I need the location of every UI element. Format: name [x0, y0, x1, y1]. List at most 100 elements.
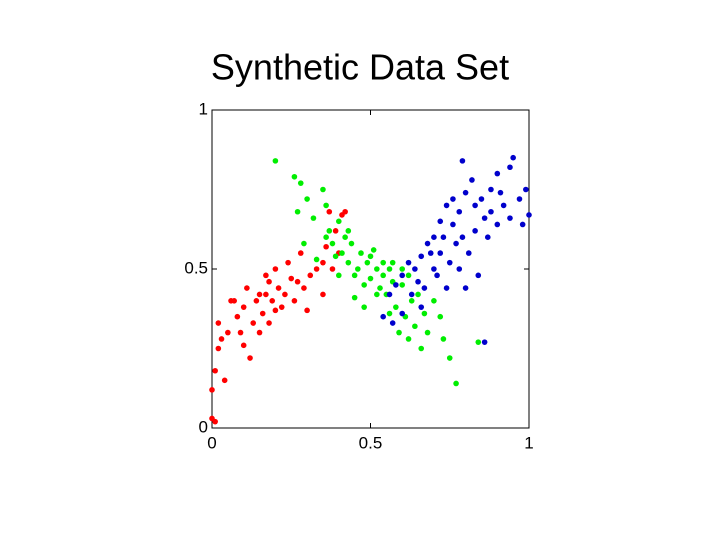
- data-point: [336, 218, 342, 225]
- data-point: [456, 266, 463, 272]
- data-point: [313, 256, 320, 263]
- data-point: [519, 221, 526, 228]
- data-point: [269, 298, 276, 304]
- data-point: [523, 186, 529, 193]
- data-point: [247, 355, 253, 361]
- data-point: [494, 170, 501, 177]
- data-point: [396, 329, 402, 336]
- x-tick-label: 1: [524, 433, 533, 452]
- data-point: [297, 180, 304, 186]
- data-point: [332, 253, 339, 260]
- data-point: [424, 329, 431, 336]
- data-point: [475, 272, 482, 279]
- data-point: [275, 285, 282, 291]
- data-point: [240, 304, 247, 310]
- data-point: [421, 310, 428, 317]
- data-point: [256, 329, 263, 336]
- data-point: [370, 247, 377, 253]
- data-point: [244, 285, 250, 291]
- data-point: [405, 272, 412, 279]
- data-point: [386, 310, 393, 317]
- chart-title: Synthetic Data Set: [211, 47, 509, 88]
- data-point: [367, 253, 374, 260]
- data-point: [297, 250, 304, 256]
- data-point: [462, 285, 469, 291]
- data-point: [256, 291, 263, 298]
- data-point: [272, 158, 279, 164]
- data-point: [481, 215, 488, 221]
- data-point: [497, 189, 504, 196]
- data-point: [345, 228, 352, 234]
- data-point: [291, 173, 298, 180]
- data-point: [405, 259, 412, 266]
- data-point: [310, 215, 317, 221]
- data-point: [453, 380, 459, 387]
- data-point: [494, 221, 501, 228]
- data-point: [500, 202, 507, 209]
- data-point: [459, 234, 466, 240]
- data-point: [367, 275, 374, 282]
- data-point: [282, 291, 288, 298]
- data-point: [453, 240, 459, 247]
- data-point: [313, 266, 320, 272]
- data-point: [326, 228, 333, 234]
- data-point: [263, 291, 269, 298]
- data-point: [336, 272, 342, 279]
- data-point: [212, 418, 218, 425]
- data-point: [339, 250, 345, 256]
- data-point: [266, 278, 272, 285]
- data-point: [469, 177, 475, 183]
- data-point: [459, 158, 466, 164]
- data-point: [431, 298, 437, 304]
- data-point: [431, 234, 437, 240]
- data-point: [415, 291, 421, 298]
- data-point: [510, 154, 516, 161]
- data-point: [332, 228, 339, 234]
- data-point: [285, 259, 291, 266]
- y-tick-label: 1: [199, 99, 208, 118]
- x-tick-label: 0: [207, 433, 216, 452]
- data-point: [380, 272, 386, 279]
- data-point: [320, 291, 326, 298]
- data-point: [507, 164, 513, 171]
- data-point: [342, 234, 348, 240]
- data-point: [440, 234, 447, 240]
- data-point: [215, 320, 222, 326]
- data-point: [386, 266, 393, 272]
- data-point: [253, 298, 260, 304]
- data-point: [516, 196, 523, 202]
- data-point: [294, 278, 301, 285]
- data-point: [380, 259, 386, 266]
- data-point: [320, 259, 326, 266]
- data-point: [389, 259, 396, 266]
- data-point: [225, 329, 231, 336]
- data-point: [342, 208, 348, 215]
- data-point: [412, 323, 418, 330]
- data-point: [301, 285, 307, 291]
- data-point: [418, 345, 425, 352]
- data-point: [418, 304, 425, 310]
- data-point: [259, 310, 266, 317]
- data-point: [320, 186, 326, 193]
- data-point: [323, 243, 329, 250]
- data-point: [405, 336, 412, 342]
- data-point: [351, 294, 358, 301]
- x-tick-label: 0.5: [359, 433, 383, 452]
- data-point: [288, 275, 295, 282]
- data-point: [240, 342, 247, 349]
- data-point: [427, 250, 434, 256]
- data-point: [231, 298, 237, 304]
- data-point: [323, 202, 329, 209]
- data-point: [437, 313, 444, 320]
- data-point: [361, 304, 367, 310]
- data-point: [323, 234, 329, 240]
- data-point: [307, 272, 314, 279]
- data-point: [443, 202, 450, 209]
- data-point: [374, 291, 380, 298]
- data-point: [478, 196, 485, 202]
- data-point: [408, 298, 415, 304]
- data-point: [408, 291, 415, 298]
- data-point: [291, 298, 298, 304]
- data-point: [424, 240, 431, 247]
